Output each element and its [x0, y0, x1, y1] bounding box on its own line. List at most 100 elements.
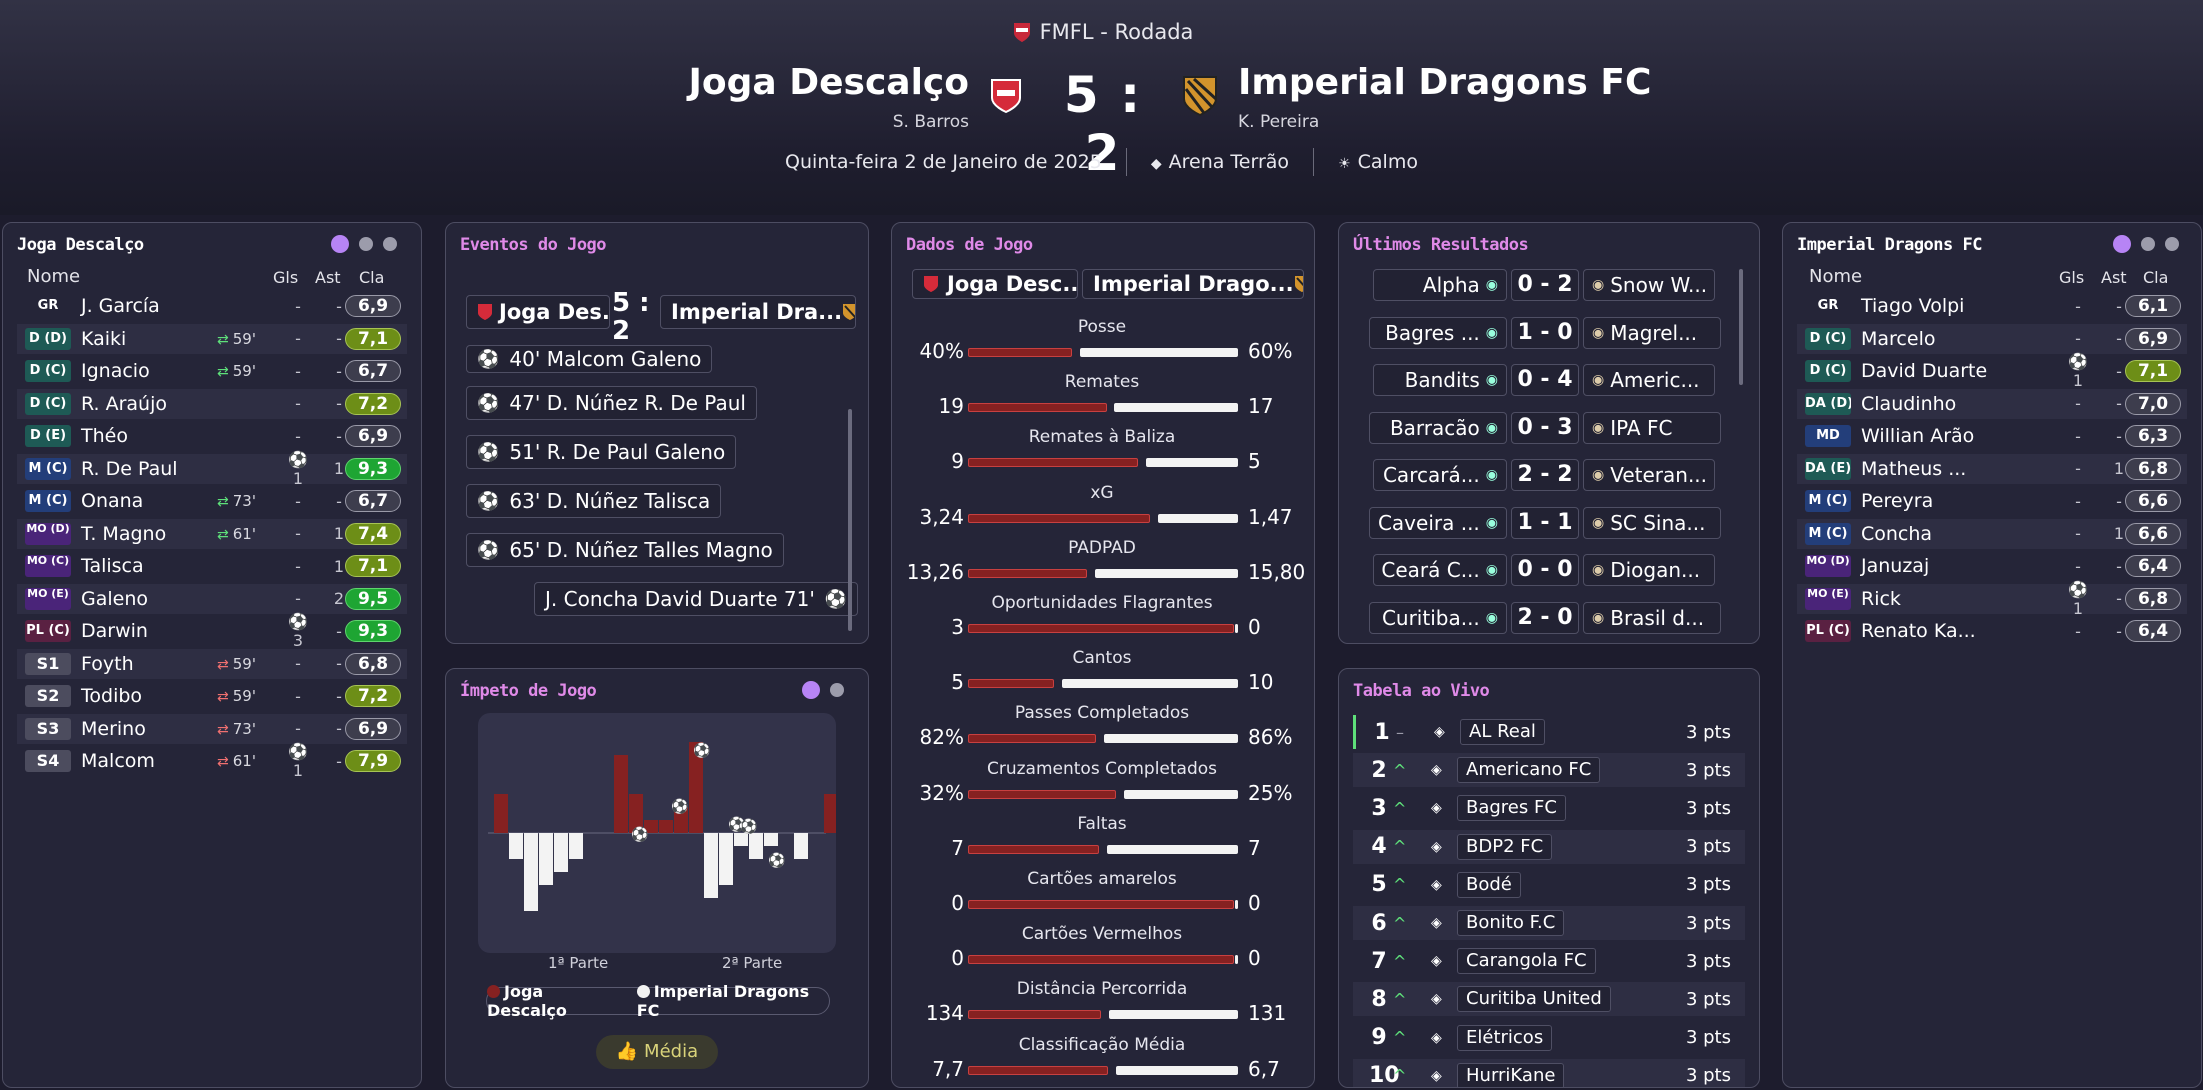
player-name[interactable]: Galeno	[81, 587, 149, 610]
col-header-assists[interactable]: Ast	[2101, 268, 2127, 287]
player-name[interactable]: T. Magno	[81, 522, 167, 545]
player-name[interactable]: R. Araújo	[81, 392, 168, 415]
player-row[interactable]: DA (D) Claudinho - -7,0	[1797, 388, 2187, 419]
events-scrollbar[interactable]	[848, 409, 852, 631]
player-row[interactable]: D (C) Marcelo - -6,9	[1797, 323, 2187, 354]
table-row[interactable]: 6 ^ ◈ Bonito F.C 3 pts	[1353, 906, 1745, 940]
player-name[interactable]: Talisca	[81, 555, 144, 577]
player-name[interactable]: Todibo	[81, 685, 143, 707]
table-row[interactable]: 9 ^ ◈ Elétricos 3 pts	[1353, 1021, 1745, 1055]
team-name[interactable]: AL Real	[1460, 719, 1545, 745]
stadium[interactable]: ◆ Arena Terrão	[1151, 151, 1289, 173]
player-row[interactable]: D (C) R. Araújo - -7,2	[17, 388, 407, 419]
col-header-rating[interactable]: Cla	[359, 268, 385, 287]
page-dot-2[interactable]	[2141, 237, 2155, 251]
col-header-rating[interactable]: Cla	[2143, 268, 2169, 287]
page-dot-3[interactable]	[2165, 237, 2179, 251]
player-name[interactable]: Matheus ...	[1861, 457, 1967, 480]
player-name[interactable]: David Duarte	[1861, 360, 1988, 382]
player-name[interactable]: Darwin	[81, 620, 148, 642]
result-away-team[interactable]: ◉ SC Sina...	[1583, 506, 1721, 539]
result-away-team[interactable]: ◉ Snow W...	[1583, 269, 1715, 301]
table-row[interactable]: 2 ^ ◈ Americano FC 3 pts	[1353, 753, 1745, 788]
event-item[interactable]: J. Concha David Duarte 71' ⚽	[534, 582, 859, 616]
col-header-goals[interactable]: Gls	[273, 268, 299, 287]
player-name[interactable]: Foyth	[81, 652, 134, 675]
events-away-team[interactable]: Imperial Dra...	[660, 295, 856, 329]
stats-home-team[interactable]: Joga Desc...	[912, 269, 1078, 299]
player-row[interactable]: S3 Merino ⇄ 73' - -6,9	[17, 713, 407, 744]
result-away-team[interactable]: ◉ IPA FC	[1583, 411, 1721, 444]
player-name[interactable]: Renato Ka...	[1861, 620, 1976, 642]
away-manager[interactable]: K. Pereira	[1238, 112, 1320, 132]
col-header-name[interactable]: Nome	[27, 266, 81, 287]
col-header-name[interactable]: Nome	[1809, 266, 1863, 287]
player-name[interactable]: R. De Paul	[81, 457, 178, 480]
result-home-team[interactable]: Curitiba... ◉	[1369, 601, 1507, 634]
goal-marker-icon[interactable]: ⚽	[670, 798, 688, 815]
player-name[interactable]: Willian Arão	[1861, 425, 1975, 447]
table-row[interactable]: 1– ◈ AL Real 3 pts	[1353, 715, 1745, 749]
player-row[interactable]: D (C) Ignacio ⇄ 59' - -6,7	[17, 356, 407, 386]
player-row[interactable]: MO (E) Rick ⚽1 -6,8	[1797, 580, 2187, 618]
player-name[interactable]: Concha	[1861, 522, 1933, 545]
player-name[interactable]: Januzaj	[1861, 555, 1930, 577]
player-name[interactable]: Rick	[1861, 587, 1901, 610]
page-dot-3[interactable]	[383, 237, 397, 251]
team-name[interactable]: Bodé	[1457, 871, 1521, 898]
result-away-team[interactable]: ◉ Diogan...	[1583, 554, 1715, 586]
team-name[interactable]: BDP2 FC	[1457, 833, 1553, 860]
player-row[interactable]: MO (C) Talisca - 1 7,1	[17, 551, 407, 581]
player-row[interactable]: S2 Todibo ⇄ 59' - -7,2	[17, 681, 407, 711]
home-team-crest-icon[interactable]	[990, 78, 1022, 114]
player-row[interactable]: D (E) Théo - -6,9	[17, 421, 407, 451]
goal-marker-icon[interactable]: ⚽	[692, 742, 710, 759]
player-row[interactable]: D (D) Kaiki ⇄ 59' - -7,1	[17, 323, 407, 354]
table-row[interactable]: 4 ^ ◈ BDP2 FC 3 pts	[1353, 829, 1745, 864]
player-name[interactable]: Tiago Volpi	[1861, 295, 1965, 317]
player-row[interactable]: M (C) Concha - 1 6,6	[1797, 518, 2187, 549]
results-scrollbar[interactable]	[1739, 269, 1743, 385]
goal-marker-icon[interactable]: ⚽	[630, 826, 648, 843]
player-name[interactable]: Merino	[81, 717, 146, 740]
page-dot-1[interactable]	[331, 235, 349, 253]
result-score[interactable]: 1 - 1	[1511, 506, 1579, 539]
result-away-team[interactable]: ◉ Americ...	[1583, 364, 1715, 396]
table-row[interactable]: 8 ^ ◈ Curitiba United 3 pts	[1353, 982, 1745, 1017]
player-name[interactable]: Ignacio	[81, 360, 150, 382]
player-row[interactable]: MO (D) T. Magno ⇄ 61' - 1 7,4	[17, 518, 407, 549]
page-dot-1[interactable]	[2113, 235, 2131, 253]
page-dot-2[interactable]	[830, 683, 844, 697]
player-row[interactable]: S4 Malcom ⇄ 61' ⚽1 -7,9	[17, 742, 407, 780]
team-name[interactable]: Bonito F.C	[1457, 910, 1565, 936]
player-row[interactable]: DA (E) Matheus ... - 1 6,8	[1797, 453, 2187, 484]
player-row[interactable]: MO (D) Januzaj - -6,4	[1797, 551, 2187, 581]
player-name[interactable]: Onana	[81, 490, 144, 512]
stats-away-team[interactable]: Imperial Drago...	[1082, 269, 1304, 299]
result-score[interactable]: 0 - 3	[1511, 411, 1579, 444]
player-row[interactable]: GR Tiago Volpi - -6,1	[1797, 291, 2187, 321]
player-name[interactable]: Théo	[81, 425, 128, 447]
team-name[interactable]: Carangola FC	[1457, 948, 1596, 975]
result-away-team[interactable]: ◉ Magrel...	[1583, 316, 1721, 349]
result-home-team[interactable]: Bandits ◉	[1373, 364, 1507, 396]
result-home-team[interactable]: Alpha ◉	[1373, 269, 1507, 301]
result-score[interactable]: 0 - 4	[1511, 364, 1579, 396]
player-name[interactable]: Pereyra	[1861, 490, 1934, 512]
team-name[interactable]: HurriKane	[1457, 1062, 1565, 1087]
event-item[interactable]: ⚽ 65' D. Núñez Talles Magno	[466, 533, 784, 567]
event-item[interactable]: ⚽ 47' D. Núñez R. De Paul	[466, 386, 757, 420]
result-away-team[interactable]: ◉ Brasil d...	[1583, 601, 1721, 634]
col-header-goals[interactable]: Gls	[2059, 268, 2085, 287]
team-name[interactable]: Curitiba United	[1457, 986, 1611, 1013]
goal-marker-icon[interactable]: ⚽	[739, 818, 757, 835]
away-team-crest-icon[interactable]	[1182, 75, 1218, 117]
team-name[interactable]: Bagres FC	[1457, 795, 1566, 822]
result-home-team[interactable]: Bagres ... ◉	[1369, 316, 1507, 349]
team-name[interactable]: Americano FC	[1457, 757, 1601, 784]
player-name[interactable]: J. García	[81, 295, 160, 317]
col-header-assists[interactable]: Ast	[315, 268, 341, 287]
result-away-team[interactable]: ◉ Veteran...	[1583, 459, 1715, 491]
player-row[interactable]: PL (C) Renato Ka... - -6,4	[1797, 616, 2187, 646]
goal-marker-icon[interactable]: ⚽	[727, 816, 745, 833]
